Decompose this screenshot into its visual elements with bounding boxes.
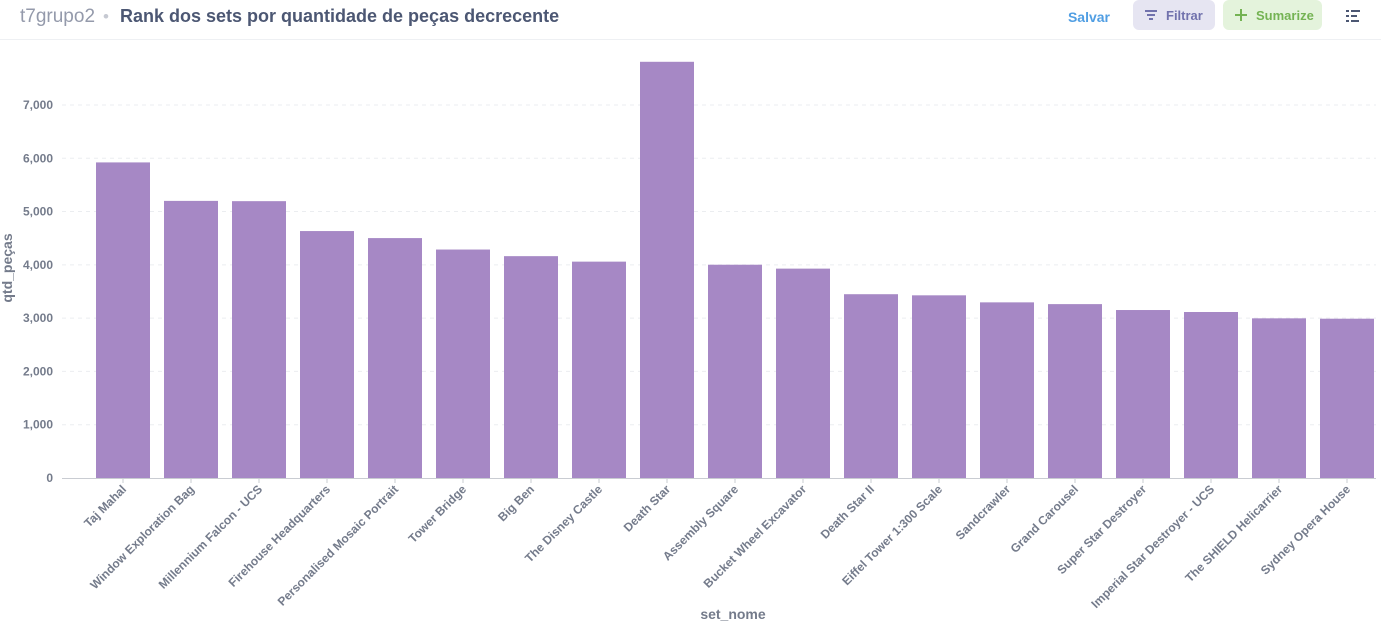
bar[interactable] [368,238,422,478]
filter-button[interactable]: Filtrar [1133,0,1215,30]
y-tick-label: 7,000 [23,98,53,112]
x-tick-label: Tower Bridge [406,482,470,546]
page-title: Rank dos sets por quantidade de peças de… [120,6,560,26]
bar[interactable] [980,302,1034,478]
x-tick-label: Personalised Mosaic Portrait [275,482,401,608]
y-tick-label: 2,000 [23,364,53,378]
bar[interactable] [844,294,898,478]
x-tick-label: Death Star [621,482,674,535]
x-tick-label: Big Ben [495,482,537,524]
list-icon[interactable] [1343,6,1363,26]
summarize-button[interactable]: Sumarize [1223,0,1322,30]
bar[interactable] [1048,304,1102,478]
bar[interactable] [1184,311,1238,478]
x-axis-title: set_nome [700,606,766,622]
filter-icon [1145,10,1157,20]
header-bar: t7grupo2 • Rank dos sets por quantidade … [0,0,1381,40]
x-tick-label: Taj Mahal [81,482,129,530]
bar[interactable] [912,295,966,478]
bar[interactable] [640,61,694,478]
collection-breadcrumb[interactable]: t7grupo2 [20,6,96,27]
bar[interactable] [96,162,150,479]
bar[interactable] [776,268,830,478]
bar[interactable] [572,261,626,478]
bar[interactable] [164,200,218,478]
save-button[interactable]: Salvar [1067,9,1111,25]
y-tick-label: 4,000 [23,258,53,272]
y-tick-label: 5,000 [23,205,53,219]
summarize-button-label: Sumarize [1256,7,1314,23]
y-tick-label: 3,000 [23,311,53,325]
filter-button-label: Filtrar [1166,7,1203,23]
breadcrumb-separator: • [103,7,109,26]
bar[interactable] [1116,310,1170,478]
y-tick-label: 1,000 [23,418,53,432]
bar[interactable] [232,201,286,478]
bar[interactable] [1320,318,1374,478]
bar[interactable] [708,264,762,478]
x-tick-label: Death Star II [818,482,877,541]
y-tick-label: 6,000 [23,151,53,165]
y-tick-label: 0 [46,471,53,485]
x-tick-label: Sandcrawler [953,482,1014,543]
y-axis-title: qtd_peças [0,233,15,302]
x-tick-label: Grand Carousel [1008,482,1082,556]
bar[interactable] [300,231,354,478]
bar[interactable] [436,249,490,478]
x-tick-label: Imperial Star Destroyer - UCS [1088,482,1217,611]
bar[interactable] [504,256,558,478]
bar[interactable] [1252,318,1306,478]
plus-icon [1235,9,1247,21]
